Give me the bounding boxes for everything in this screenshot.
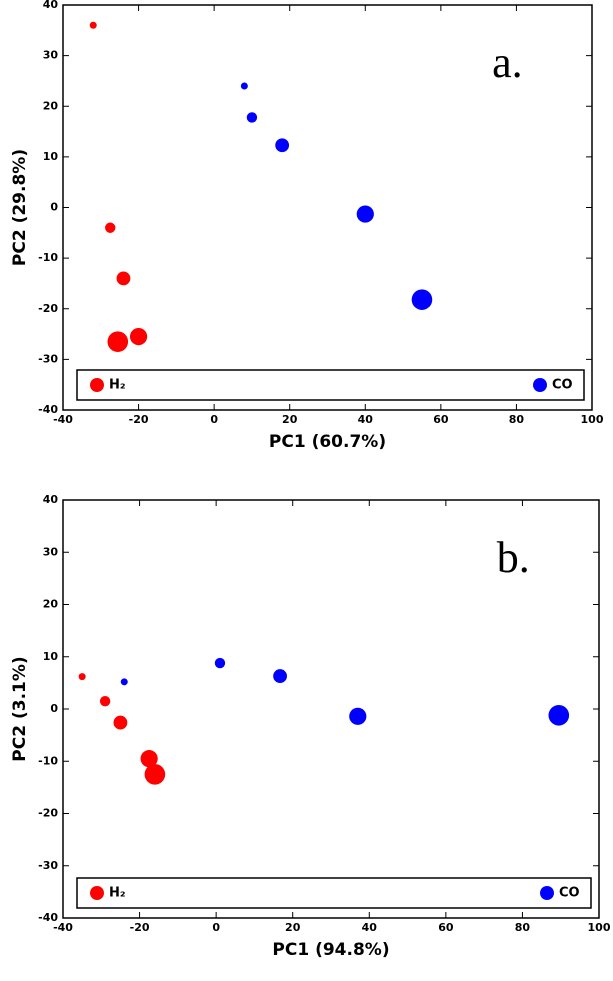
x-tick-label: 0 bbox=[212, 921, 220, 934]
point bbox=[246, 112, 258, 123]
x-axis-label: PC1 (60.7%) bbox=[269, 432, 386, 452]
x-tick-label: -20 bbox=[129, 413, 149, 426]
y-tick-label: 10 bbox=[43, 150, 59, 163]
point bbox=[240, 82, 248, 90]
point bbox=[144, 764, 166, 785]
legend-marker bbox=[90, 378, 104, 392]
point bbox=[129, 327, 148, 346]
y-tick-label: 20 bbox=[43, 99, 59, 112]
legend bbox=[76, 369, 585, 401]
y-tick-label: -40 bbox=[38, 911, 58, 924]
x-tick-label: 80 bbox=[515, 921, 531, 934]
legend-marker bbox=[90, 886, 104, 900]
x-tick-label: 20 bbox=[285, 921, 301, 934]
point bbox=[99, 695, 111, 707]
annotation: a. bbox=[492, 38, 523, 87]
x-tick-label: 40 bbox=[358, 413, 374, 426]
legend-label: CO bbox=[552, 378, 573, 393]
legend-marker bbox=[533, 378, 547, 392]
x-tick-label: 20 bbox=[282, 413, 298, 426]
x-tick-label: 100 bbox=[588, 921, 611, 934]
point bbox=[356, 205, 374, 223]
x-tick-label: 40 bbox=[362, 921, 378, 934]
x-tick-label: 100 bbox=[581, 413, 604, 426]
x-tick-label: -40 bbox=[53, 921, 73, 934]
y-axis-label: PC2 (29.8%) bbox=[10, 149, 30, 266]
point bbox=[78, 673, 86, 681]
y-tick-label: -10 bbox=[38, 251, 58, 264]
y-tick-label: 30 bbox=[43, 49, 59, 62]
legend-label: CO bbox=[559, 886, 580, 901]
legend-label: H₂ bbox=[109, 886, 126, 901]
chart: -40 -20 0 20 40 60 80 100 -40 -30 -20 -10 0 10 20 30 40 P… bbox=[10, 0, 604, 452]
y-tick-label: 40 bbox=[43, 493, 59, 506]
y-tick-label: -20 bbox=[38, 807, 58, 820]
point bbox=[116, 271, 131, 286]
y-tick-label: 20 bbox=[43, 598, 59, 611]
y-tick-label: -40 bbox=[38, 403, 58, 416]
point bbox=[411, 289, 433, 310]
y-tick-label: -30 bbox=[38, 352, 58, 365]
x-tick-label: 80 bbox=[509, 413, 525, 426]
point bbox=[214, 657, 226, 669]
point bbox=[349, 707, 367, 725]
x-tick-label: 60 bbox=[438, 921, 454, 934]
legend bbox=[76, 877, 592, 909]
point bbox=[275, 138, 290, 153]
point bbox=[107, 331, 129, 352]
y-tick-label: -30 bbox=[38, 859, 58, 872]
legend-marker bbox=[540, 886, 554, 900]
point bbox=[140, 750, 158, 768]
point bbox=[89, 21, 97, 29]
x-tick-label: -40 bbox=[53, 413, 73, 426]
y-tick-label: 0 bbox=[50, 702, 58, 715]
y-axis-label: PC2 (3.1%) bbox=[10, 656, 30, 761]
y-tick-label: 30 bbox=[43, 545, 59, 558]
annotation: b. bbox=[497, 533, 530, 582]
point bbox=[105, 222, 116, 233]
x-tick-label: 0 bbox=[210, 413, 218, 426]
x-tick-label: 60 bbox=[433, 413, 449, 426]
point bbox=[120, 678, 128, 686]
point bbox=[273, 669, 287, 683]
y-tick-label: -10 bbox=[38, 754, 58, 767]
y-tick-label: 10 bbox=[43, 650, 59, 663]
y-tick-label: 0 bbox=[50, 201, 58, 214]
x-tick-label: -20 bbox=[130, 921, 150, 934]
legend-label: H₂ bbox=[109, 378, 126, 393]
x-axis-label: PC1 (94.8%) bbox=[272, 940, 389, 960]
y-tick-label: 40 bbox=[43, 0, 59, 11]
chart: -40 -20 0 20 40 60 80 100 -40 -30 -20 -10 0 10 20 30 40 P… bbox=[10, 493, 611, 960]
point bbox=[548, 704, 570, 726]
point bbox=[113, 715, 128, 730]
y-tick-label: -20 bbox=[38, 302, 58, 315]
